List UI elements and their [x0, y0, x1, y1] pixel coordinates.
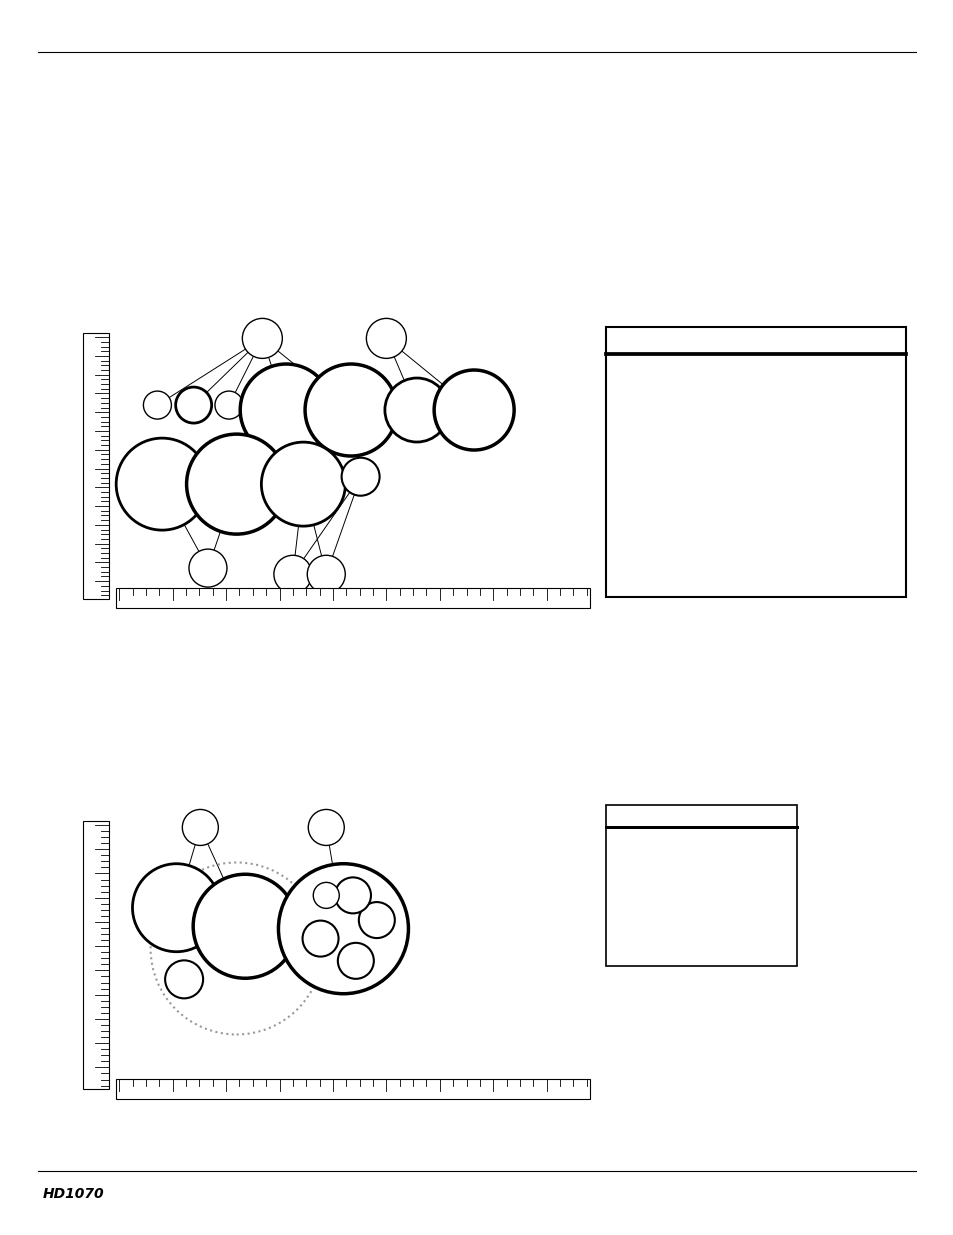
Ellipse shape — [335, 877, 371, 914]
Ellipse shape — [305, 364, 396, 456]
Ellipse shape — [132, 863, 220, 952]
Bar — [116, 1079, 589, 1099]
Ellipse shape — [341, 458, 379, 495]
Bar — [605, 327, 905, 597]
Ellipse shape — [240, 364, 332, 456]
Ellipse shape — [434, 370, 514, 450]
Ellipse shape — [278, 863, 408, 994]
Ellipse shape — [384, 378, 449, 442]
Bar — [83, 821, 109, 1089]
Ellipse shape — [242, 319, 282, 358]
Ellipse shape — [313, 882, 339, 909]
Bar — [83, 333, 109, 599]
Text: HD1070: HD1070 — [43, 1187, 105, 1202]
Ellipse shape — [175, 387, 212, 424]
Ellipse shape — [307, 556, 345, 593]
Ellipse shape — [214, 391, 243, 419]
Ellipse shape — [143, 391, 172, 419]
Ellipse shape — [165, 961, 203, 998]
Ellipse shape — [193, 874, 297, 978]
Ellipse shape — [187, 435, 286, 534]
Ellipse shape — [308, 809, 344, 846]
Ellipse shape — [182, 809, 218, 846]
Ellipse shape — [189, 550, 227, 587]
Ellipse shape — [358, 902, 395, 939]
Ellipse shape — [366, 319, 406, 358]
Ellipse shape — [274, 556, 312, 593]
Ellipse shape — [116, 438, 208, 530]
Bar — [605, 805, 796, 966]
Ellipse shape — [337, 942, 374, 979]
Ellipse shape — [261, 442, 345, 526]
Bar — [116, 588, 589, 608]
Ellipse shape — [302, 920, 338, 957]
